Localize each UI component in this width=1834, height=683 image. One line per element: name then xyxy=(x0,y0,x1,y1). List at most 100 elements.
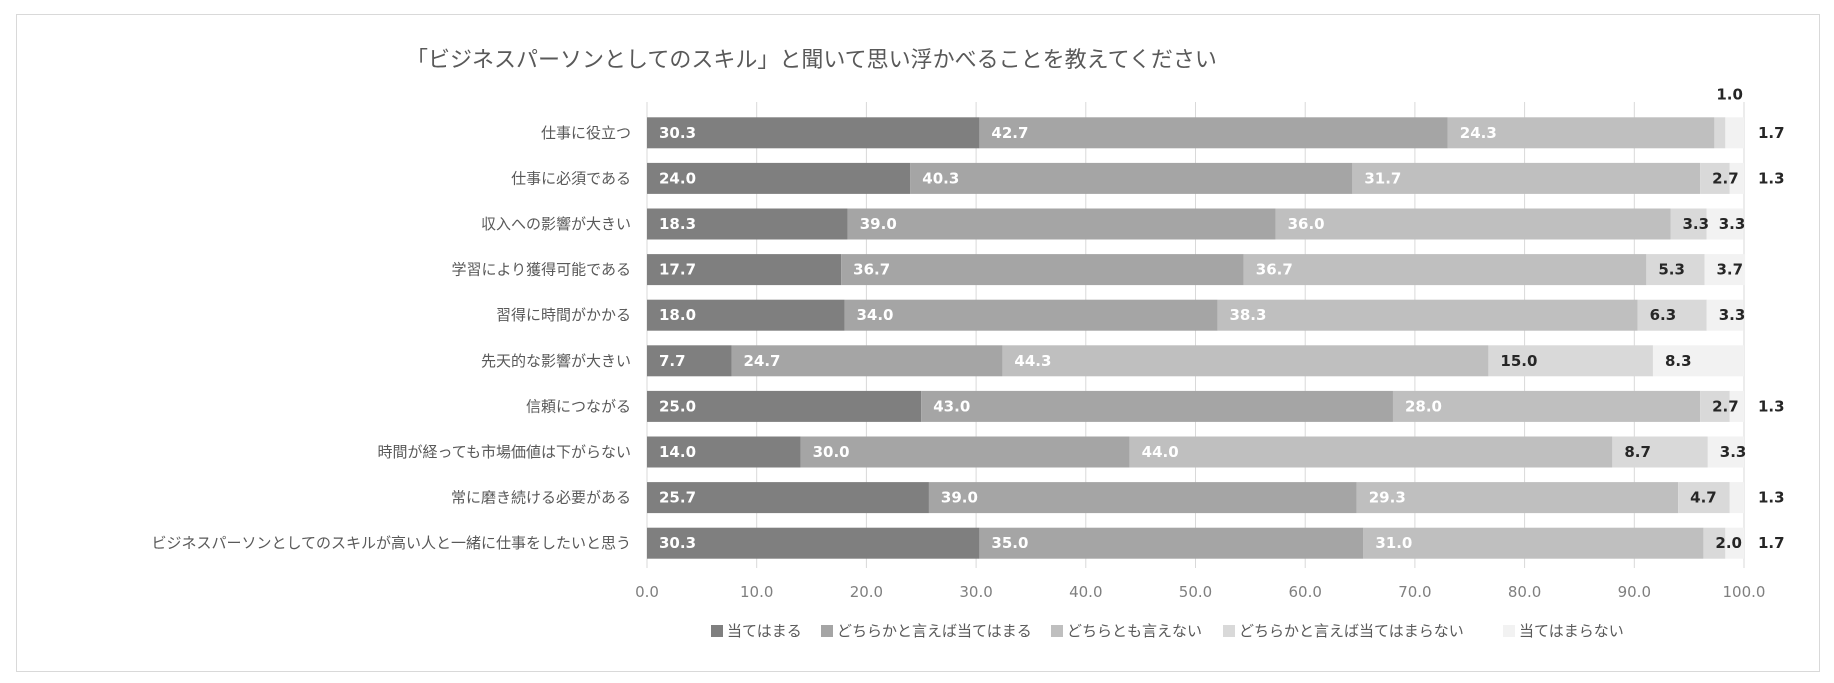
bar-segment xyxy=(1670,208,1707,240)
category-label: 時間が経っても市場価値は下がらない xyxy=(377,443,631,461)
legend-swatch xyxy=(1223,625,1235,637)
bar-segment xyxy=(1275,208,1671,240)
bar-segment xyxy=(1706,208,1743,240)
data-label: 44.0 xyxy=(1142,443,1179,461)
category-labels: 仕事に役立つ仕事に必須である収入への影響が大きい学習により獲得可能である習得に時… xyxy=(151,124,631,552)
category-label: ビジネスパーソンとしてのスキルが高い人と一緒に仕事をしたいと思う xyxy=(151,534,631,552)
data-label: 4.7 xyxy=(1690,489,1717,507)
data-label: 29.3 xyxy=(1369,489,1406,507)
data-label: 24.3 xyxy=(1460,124,1497,142)
legend-label: どちらかと言えば当てはまる xyxy=(837,622,1032,640)
data-label: 1.3 xyxy=(1758,397,1785,415)
bar-segment xyxy=(1129,436,1613,468)
data-label: 25.7 xyxy=(659,489,696,507)
chart-frame: 「ビジネスパーソンとしてのスキル」と聞いて思い浮かべることを教えてください 30… xyxy=(16,14,1820,672)
bar-segment xyxy=(647,117,980,149)
data-label: 5.3 xyxy=(1658,261,1685,279)
bar-segment xyxy=(647,527,980,559)
bar-segment xyxy=(1678,482,1730,514)
bar-segment xyxy=(1217,299,1638,331)
bar-segment xyxy=(1729,482,1744,514)
bar-segment xyxy=(841,254,1244,286)
data-label: 30.0 xyxy=(813,443,850,461)
data-label: 7.7 xyxy=(659,352,686,370)
bar-segment xyxy=(800,436,1130,468)
data-label: 36.7 xyxy=(853,261,890,279)
bar-segment xyxy=(1714,117,1726,149)
bar-segment xyxy=(1725,527,1744,559)
data-label: 36.7 xyxy=(1256,261,1293,279)
legend-swatch xyxy=(711,625,723,637)
bar-segment xyxy=(847,208,1276,240)
bar-segment xyxy=(1447,117,1715,149)
data-label: 14.0 xyxy=(659,443,696,461)
data-label: 1.7 xyxy=(1758,124,1785,142)
data-label: 3.3 xyxy=(1719,306,1746,324)
x-tick-label: 100.0 xyxy=(1723,583,1766,601)
data-labels: 30.3 42.7 24.3 1.0 1.7 24.0 40.3 31.7 2.7 1.3 18.3… xyxy=(659,85,1785,552)
legend-swatch xyxy=(1051,625,1063,637)
data-label: 3.3 xyxy=(1720,443,1747,461)
bar-segment xyxy=(647,299,845,331)
bar-segment xyxy=(1725,117,1744,149)
bar-segment xyxy=(1243,254,1647,286)
chart-title: 「ビジネスパーソンとしてのスキル」と聞いて思い浮かべることを教えてください xyxy=(406,48,1217,73)
bar-segment xyxy=(647,482,929,514)
data-label: 1.0 xyxy=(1716,85,1743,103)
data-label: 15.0 xyxy=(1500,352,1537,370)
bar-segment xyxy=(1352,162,1701,194)
bar-segment xyxy=(1637,299,1707,331)
data-label: 24.7 xyxy=(743,352,780,370)
bar-segment xyxy=(1652,345,1744,377)
bar-segment xyxy=(928,482,1357,514)
legend-swatch xyxy=(821,625,833,637)
legend-label: 当てはまる xyxy=(727,622,802,640)
data-label: 24.0 xyxy=(659,169,696,187)
bar-segment xyxy=(1363,527,1704,559)
bar-segment xyxy=(647,162,911,194)
x-tick-label: 50.0 xyxy=(1179,583,1212,601)
data-label: 38.3 xyxy=(1229,306,1266,324)
bar-segment xyxy=(910,162,1353,194)
data-label: 1.3 xyxy=(1758,169,1785,187)
category-label: 習得に時間がかかる xyxy=(496,306,631,324)
x-tick-label: 10.0 xyxy=(740,583,773,601)
bars xyxy=(647,117,1746,559)
category-label: 収入への影響が大きい xyxy=(481,215,631,233)
data-label: 8.7 xyxy=(1624,443,1651,461)
x-axis-ticks: 0.0 10.0 20.0 30.0 40.0 50.0 60.0 70.0 80.0 90.0 1… xyxy=(635,583,1765,601)
data-label: 39.0 xyxy=(860,215,897,233)
data-label: 39.0 xyxy=(941,489,978,507)
x-tick-label: 30.0 xyxy=(959,583,992,601)
data-label: 31.0 xyxy=(1375,534,1412,552)
category-label: 仕事に必須である xyxy=(511,169,631,187)
data-label: 40.3 xyxy=(922,169,959,187)
data-label: 31.7 xyxy=(1364,169,1401,187)
bar-segment xyxy=(731,345,1003,377)
x-tick-label: 40.0 xyxy=(1069,583,1102,601)
data-label: 18.3 xyxy=(659,215,696,233)
category-label: 先天的な影響が大きい xyxy=(481,352,631,370)
data-label: 44.3 xyxy=(1014,352,1051,370)
legend-label: 当てはまらない xyxy=(1519,622,1624,640)
bar-segment xyxy=(1707,436,1744,468)
data-label: 2.7 xyxy=(1712,169,1739,187)
data-label: 35.0 xyxy=(991,534,1028,552)
data-label: 8.3 xyxy=(1665,352,1692,370)
bar-segment xyxy=(1700,162,1730,194)
bar-segment xyxy=(1646,254,1705,286)
bar-segment xyxy=(647,436,801,468)
bar-segment xyxy=(1392,390,1701,422)
data-label: 6.3 xyxy=(1650,306,1677,324)
data-label: 3.3 xyxy=(1719,215,1746,233)
bar-segment xyxy=(647,208,848,240)
data-label: 1.3 xyxy=(1758,489,1785,507)
data-label: 17.7 xyxy=(659,261,696,279)
x-tick-label: 70.0 xyxy=(1398,583,1431,601)
bar-segment xyxy=(1002,345,1489,377)
bar-segment xyxy=(647,390,922,422)
bar-segment xyxy=(1704,254,1746,286)
legend-label: どちらかと言えば当てはまらない xyxy=(1239,622,1464,640)
x-tick-label: 60.0 xyxy=(1288,583,1321,601)
bar-segment xyxy=(844,299,1218,331)
